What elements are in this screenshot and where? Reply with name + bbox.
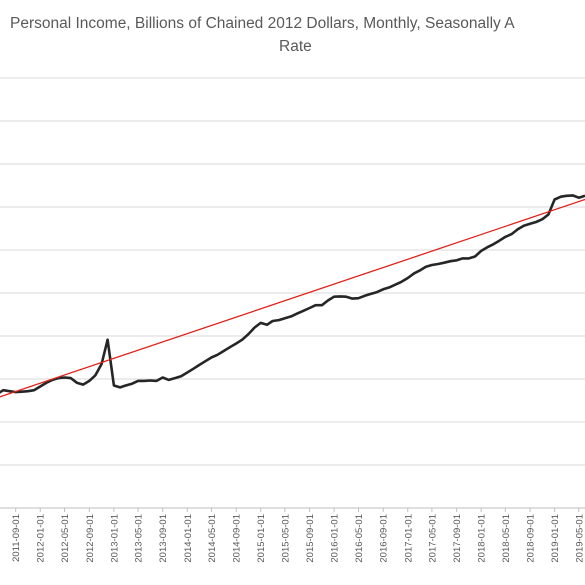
x-tick-label: 2018-09-01	[526, 514, 537, 563]
x-tick-label: 2018-05-01	[501, 514, 512, 563]
chart-title-line-1: Personal Income, Billions of Chained 201…	[10, 15, 515, 32]
x-tick-label: 2015-05-01	[280, 514, 291, 563]
x-tick-label: 2015-09-01	[305, 514, 316, 563]
x-tick-label: 2014-09-01	[232, 514, 243, 563]
x-axis-ticks: 2011-09-01 2012-01-01 2012-05-01 2012-09-01…	[11, 508, 585, 563]
x-tick-label: 2011-09-01	[11, 514, 22, 562]
x-tick-label: 2014-05-01	[207, 514, 218, 563]
x-tick-label: 2013-01-01	[109, 514, 120, 563]
x-tick-label: 2016-01-01	[330, 514, 341, 563]
x-tick-label: 2012-09-01	[85, 514, 96, 563]
x-tick-label: 2013-05-01	[134, 514, 145, 563]
x-tick-label: 2019-05-01	[574, 514, 585, 563]
x-tick-label: 2013-09-01	[158, 514, 169, 563]
x-tick-label: 2014-01-01	[183, 514, 194, 563]
personal-income-line	[0, 194, 585, 394]
gridlines	[0, 77, 585, 509]
x-tick-label: 2018-01-01	[477, 514, 488, 563]
x-tick-label: 2012-05-01	[60, 514, 71, 563]
x-tick-label: 2016-05-01	[354, 514, 365, 563]
x-tick-label: 2015-01-01	[256, 514, 267, 563]
x-tick-label: 2017-09-01	[452, 514, 463, 563]
series-layer	[0, 194, 585, 398]
trend-line	[0, 198, 585, 398]
x-tick-label: 2019-01-01	[550, 514, 561, 563]
x-tick-label: 2012-01-01	[36, 514, 47, 563]
chart-title-line-2: Rate	[279, 38, 312, 55]
x-tick-label: 2017-05-01	[427, 514, 438, 563]
x-tick-label: 2016-09-01	[379, 514, 390, 563]
x-tick-label: 2017-01-01	[403, 514, 414, 563]
